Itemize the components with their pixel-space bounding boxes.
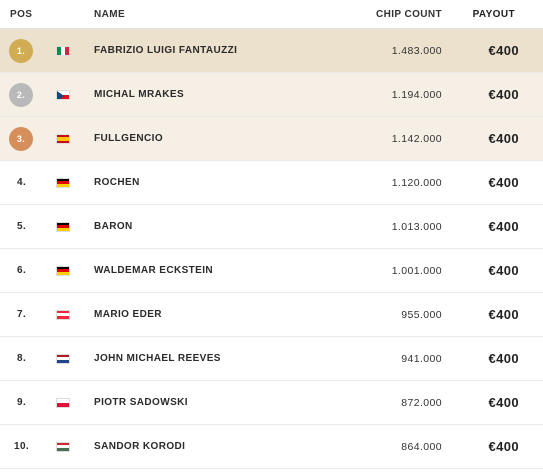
player-name: SANDOR KORODI [94, 441, 186, 452]
germany-flag-icon [56, 177, 70, 188]
payout: €400 [488, 307, 519, 322]
bronze-medal-badge: 3. [9, 126, 33, 151]
table-row: 3. FULLGENCIO 1.142.000 €400 [0, 117, 543, 161]
germany-flag-icon [56, 265, 70, 276]
table-row: 6. WALDEMAR ECKSTEIN 1.001.000 €400 [0, 249, 543, 293]
table-row: 5. BARON 1.013.000 €400 [0, 205, 543, 249]
player-name: MICHAL MRAKES [94, 89, 185, 100]
position-number: 9. [17, 397, 27, 408]
table-row: 1. FABRIZIO LUIGI FANTAUZZI 1.483.000 €4… [0, 29, 543, 73]
table-header: POS NAME CHIP COUNT PAYOUT [0, 0, 543, 29]
position-number: 8. [17, 353, 27, 364]
position-number: 10. [14, 441, 30, 452]
poland-flag-icon [56, 397, 70, 408]
chip-count: 1.001.000 [391, 264, 442, 277]
chip-count: 1.013.000 [391, 220, 442, 233]
payout: €400 [488, 87, 519, 102]
player-name: BARON [94, 221, 133, 232]
austria-flag-icon [56, 309, 70, 320]
position-number: 7. [17, 309, 27, 320]
silver-medal-badge: 2. [9, 82, 33, 107]
chip-count: 1.483.000 [391, 44, 442, 57]
header-name: NAME [94, 8, 126, 20]
netherlands-flag-icon [56, 353, 70, 364]
spain-flag-icon [56, 133, 70, 144]
chip-count: 1.120.000 [391, 176, 442, 189]
payout: €400 [488, 131, 519, 146]
player-name: MARIO EDER [94, 309, 162, 320]
gold-medal-badge: 1. [9, 38, 33, 63]
payout: €400 [488, 43, 519, 58]
hungary-flag-icon [56, 441, 70, 452]
chip-count: 864.000 [401, 440, 442, 453]
player-name: ROCHEN [94, 177, 140, 188]
payout: €400 [488, 263, 519, 278]
table-row: 7. MARIO EDER 955.000 €400 [0, 293, 543, 337]
table-row: 9. PIOTR SADOWSKI 872.000 €400 [0, 381, 543, 425]
position-number: 6. [17, 265, 27, 276]
player-name: WALDEMAR ECKSTEIN [94, 265, 214, 276]
table-row: 4. ROCHEN 1.120.000 €400 [0, 161, 543, 205]
player-name: FABRIZIO LUIGI FANTAUZZI [94, 45, 238, 56]
payout: €400 [488, 175, 519, 190]
header-chip-count: CHIP COUNT [375, 8, 442, 20]
header-pos: POS [10, 8, 33, 20]
header-payout: PAYOUT [472, 8, 515, 20]
table-row: 8. JOHN MICHAEL REEVES 941.000 €400 [0, 337, 543, 381]
table-row: 10. SANDOR KORODI 864.000 €400 [0, 425, 543, 469]
chip-count: 1.142.000 [391, 132, 442, 145]
chip-count: 872.000 [401, 396, 442, 409]
payout: €400 [488, 439, 519, 454]
payout: €400 [488, 351, 519, 366]
position-number: 5. [17, 221, 27, 232]
chip-count: 955.000 [401, 308, 442, 321]
czech-flag-icon [56, 89, 70, 100]
position-number: 4. [17, 177, 27, 188]
player-name: JOHN MICHAEL REEVES [94, 353, 221, 364]
italy-flag-icon [56, 45, 70, 56]
player-name: PIOTR SADOWSKI [94, 397, 188, 408]
chip-count: 941.000 [401, 352, 442, 365]
payout: €400 [488, 395, 519, 410]
payout: €400 [488, 219, 519, 234]
table-row: 2. MICHAL MRAKES 1.194.000 €400 [0, 73, 543, 117]
player-name: FULLGENCIO [94, 133, 163, 144]
germany-flag-icon [56, 221, 70, 232]
chip-count: 1.194.000 [391, 88, 442, 101]
